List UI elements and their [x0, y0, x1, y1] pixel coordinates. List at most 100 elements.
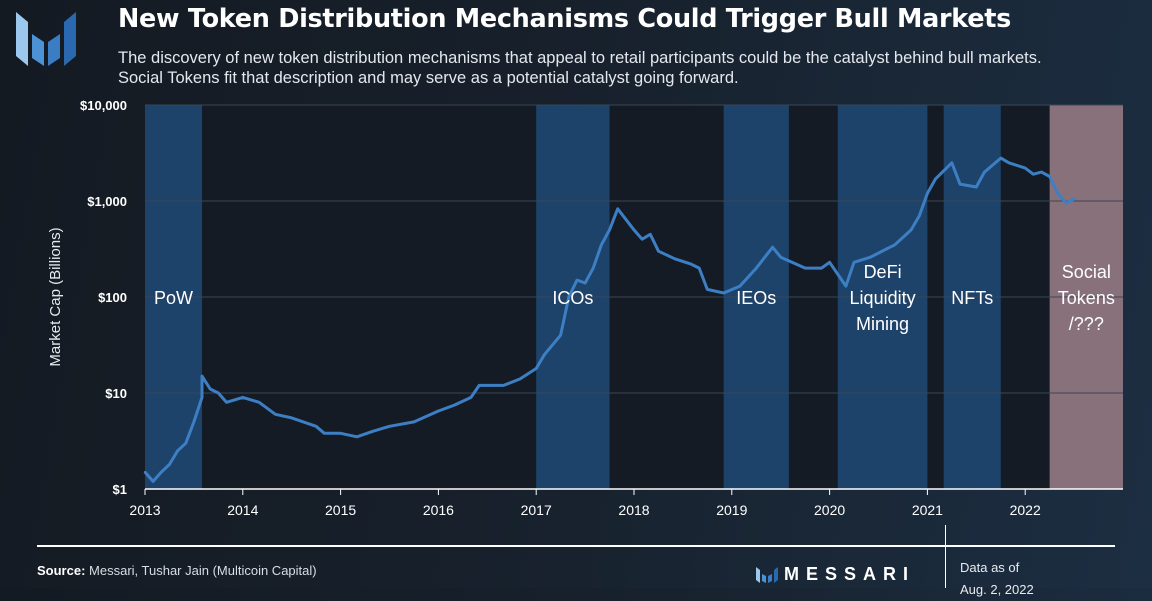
data-point [176, 449, 179, 452]
data-point [828, 261, 831, 264]
data-point [632, 228, 636, 232]
data-as-of: Data as of Aug. 2, 2022 [960, 557, 1034, 601]
data-point [372, 430, 375, 433]
x-tick-label: 2013 [129, 502, 160, 518]
data-point [1040, 170, 1043, 174]
x-tick-label: 2017 [521, 502, 552, 518]
y-tick-label: $10 [105, 386, 127, 401]
data-point [168, 463, 171, 466]
data-point [184, 441, 187, 445]
data-point [1056, 192, 1060, 195]
data-point [323, 432, 326, 435]
source-label: Source: [37, 563, 86, 578]
data-point [975, 185, 978, 189]
x-tick-label: 2016 [423, 502, 454, 518]
period-label: Tokens [1058, 288, 1115, 308]
data-point [257, 401, 261, 404]
y-tick-label: $10,000 [80, 98, 127, 113]
data-point [143, 470, 147, 474]
data-point [657, 249, 660, 253]
messari-brand: MESSARI [756, 564, 915, 585]
data-point [999, 156, 1002, 160]
data-point [722, 291, 725, 295]
data-point [502, 384, 505, 387]
data-point [477, 384, 481, 387]
data-point [1048, 175, 1051, 178]
data-point [918, 214, 921, 218]
x-tick-label: 2022 [1010, 502, 1041, 518]
x-tick-label: 2019 [716, 502, 747, 518]
data-point [852, 261, 856, 264]
period-label: Liquidity [850, 288, 916, 308]
source-text: Messari, Tushar Jain (Multicoin Capital) [89, 563, 317, 578]
data-point [934, 177, 937, 181]
data-point [388, 425, 391, 428]
x-tick-label: 2015 [325, 502, 356, 518]
data-point [844, 284, 848, 288]
footer-vertical-divider [945, 525, 946, 588]
y-tick-label: $1 [113, 482, 127, 497]
data-point [1032, 173, 1035, 176]
data-point [339, 432, 342, 435]
data-point [469, 396, 473, 399]
data-point [241, 396, 244, 399]
data-point [616, 207, 619, 210]
data-point [217, 391, 220, 395]
subtitle-line: The discovery of new token distribution … [118, 49, 1042, 67]
data-point [437, 409, 440, 413]
data-point [600, 243, 603, 246]
chart-subtitle: The discovery of new token distribution … [118, 48, 1042, 88]
y-tick-label: $100 [98, 290, 127, 305]
data-point [771, 246, 774, 249]
data-point [640, 238, 644, 241]
data-point [274, 413, 277, 416]
data-point [412, 420, 416, 424]
data-as-of-label: Data as of [960, 560, 1020, 575]
data-point [453, 403, 456, 407]
data-point [225, 401, 228, 404]
x-tick-label: 2020 [814, 502, 845, 518]
period-label: PoW [154, 288, 193, 308]
data-point [893, 243, 896, 246]
data-point [151, 480, 155, 483]
data-point [200, 396, 204, 399]
data-point [803, 266, 807, 270]
data-point [592, 266, 595, 270]
data-point [160, 470, 163, 474]
data-point [535, 367, 538, 370]
market-cap-line [143, 156, 1075, 483]
data-point [209, 387, 212, 391]
data-point [1007, 161, 1011, 164]
data-point [583, 281, 587, 285]
data-point [192, 420, 196, 424]
data-point [689, 262, 693, 266]
data-point [779, 255, 782, 259]
data-point [926, 192, 929, 195]
period-label: NFTs [951, 288, 993, 308]
messari-mark-icon [756, 566, 778, 583]
source-note: Source: Messari, Tushar Jain (Multicoin … [37, 563, 317, 578]
data-point [314, 425, 318, 428]
data-point [608, 228, 611, 232]
data-point [1072, 197, 1076, 201]
x-tick-label: 2021 [912, 502, 943, 518]
data-point [909, 228, 913, 232]
data-point [706, 288, 709, 291]
data-point [543, 353, 546, 356]
x-tick-label: 2014 [227, 502, 258, 518]
data-point [673, 257, 676, 260]
data-point [738, 284, 742, 288]
period-label: /??? [1069, 314, 1104, 334]
data-point [820, 266, 823, 270]
period-label: Social [1062, 262, 1111, 282]
chart-title: New Token Distribution Mechanisms Could … [118, 4, 1011, 34]
data-point [983, 170, 986, 174]
data-point [649, 233, 652, 236]
data-point [1064, 201, 1068, 205]
data-point [575, 278, 579, 282]
data-point [698, 266, 701, 270]
period-label: ICOs [552, 288, 593, 308]
data-point [355, 435, 359, 438]
messari-logo [16, 12, 76, 66]
